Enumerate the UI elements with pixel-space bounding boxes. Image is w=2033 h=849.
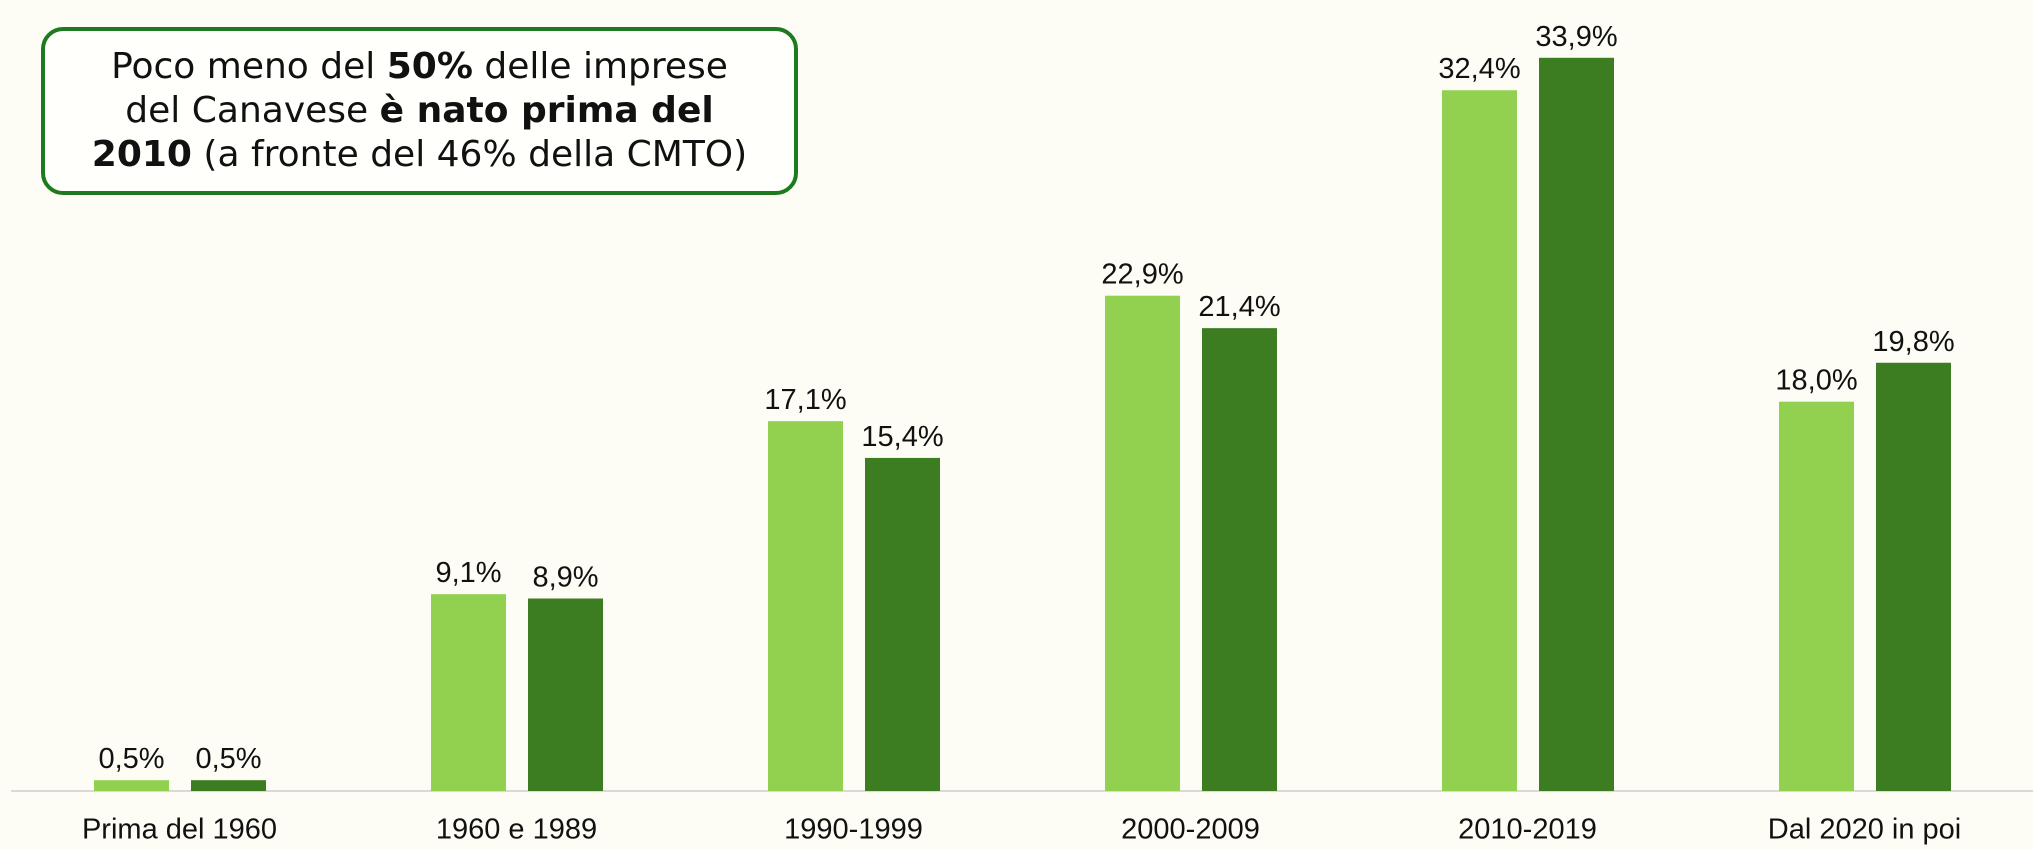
value-label: 0,5% bbox=[195, 743, 261, 775]
value-label: 18,0% bbox=[1775, 365, 1857, 397]
x-tick-label: Dal 2020 in poi bbox=[1768, 814, 1961, 846]
x-tick-label: 2010-2019 bbox=[1458, 814, 1597, 846]
x-tick-label: 2000-2009 bbox=[1121, 814, 1260, 846]
bar bbox=[191, 780, 266, 791]
value-label: 17,1% bbox=[764, 384, 846, 416]
value-label: 8,9% bbox=[532, 562, 598, 594]
annotation-bold: 2010 bbox=[91, 134, 192, 175]
value-label: 21,4% bbox=[1198, 291, 1280, 323]
bar bbox=[431, 594, 506, 791]
x-tick-label: 1960 e 1989 bbox=[436, 814, 597, 846]
bar bbox=[1539, 57, 1614, 791]
annotation-text: (a fronte del 46% della CMTO) bbox=[191, 134, 748, 175]
value-label: 22,9% bbox=[1101, 259, 1183, 291]
bar bbox=[528, 598, 603, 791]
value-label: 9,1% bbox=[435, 557, 501, 589]
annotation-bold: è nato prima del bbox=[379, 90, 714, 131]
bar bbox=[865, 457, 940, 791]
bar bbox=[1779, 401, 1854, 791]
bar bbox=[1202, 328, 1277, 791]
annotation-text: del Canavese bbox=[125, 90, 380, 131]
annotation-box: Poco meno del 50% delle imprese del Canav… bbox=[41, 27, 798, 195]
bar bbox=[94, 780, 169, 791]
annotation-text: Poco meno del bbox=[111, 46, 387, 87]
value-label: 32,4% bbox=[1438, 53, 1520, 85]
annotation-bold: 50% bbox=[386, 46, 473, 87]
value-label: 19,8% bbox=[1872, 326, 1954, 358]
x-tick-label: 1990-1999 bbox=[784, 814, 923, 846]
bar bbox=[1105, 295, 1180, 791]
bar bbox=[1442, 90, 1517, 792]
x-tick-label: Prima del 1960 bbox=[82, 814, 277, 846]
bar bbox=[1876, 362, 1951, 791]
value-label: 0,5% bbox=[98, 743, 164, 775]
annotation-text: delle imprese bbox=[472, 46, 728, 87]
value-label: 33,9% bbox=[1535, 21, 1617, 53]
bar bbox=[768, 421, 843, 791]
value-label: 15,4% bbox=[861, 421, 943, 453]
